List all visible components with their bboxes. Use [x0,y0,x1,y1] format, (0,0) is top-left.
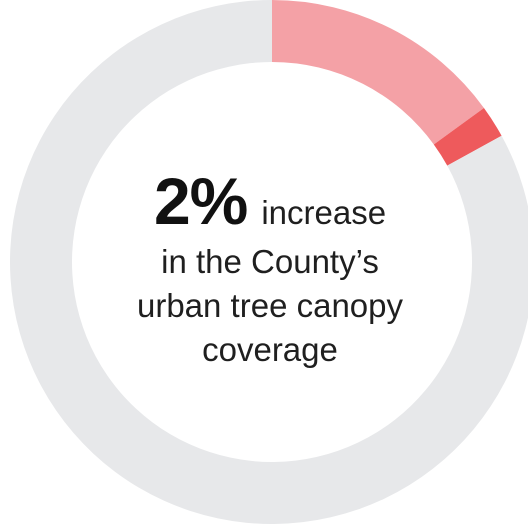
donut-slice-1 [433,108,502,166]
stat-description-word: increase [261,194,387,231]
description-line: coverage [202,331,338,368]
description-line: in the County’s [161,243,379,280]
description-line: urban tree canopy [136,287,403,324]
center-label: 2% increase in the County’s urban tree ca… [90,168,450,372]
headline: 2% increase [90,168,450,234]
stat-value: 2% [153,164,248,238]
donut-slice-0 [272,0,484,145]
